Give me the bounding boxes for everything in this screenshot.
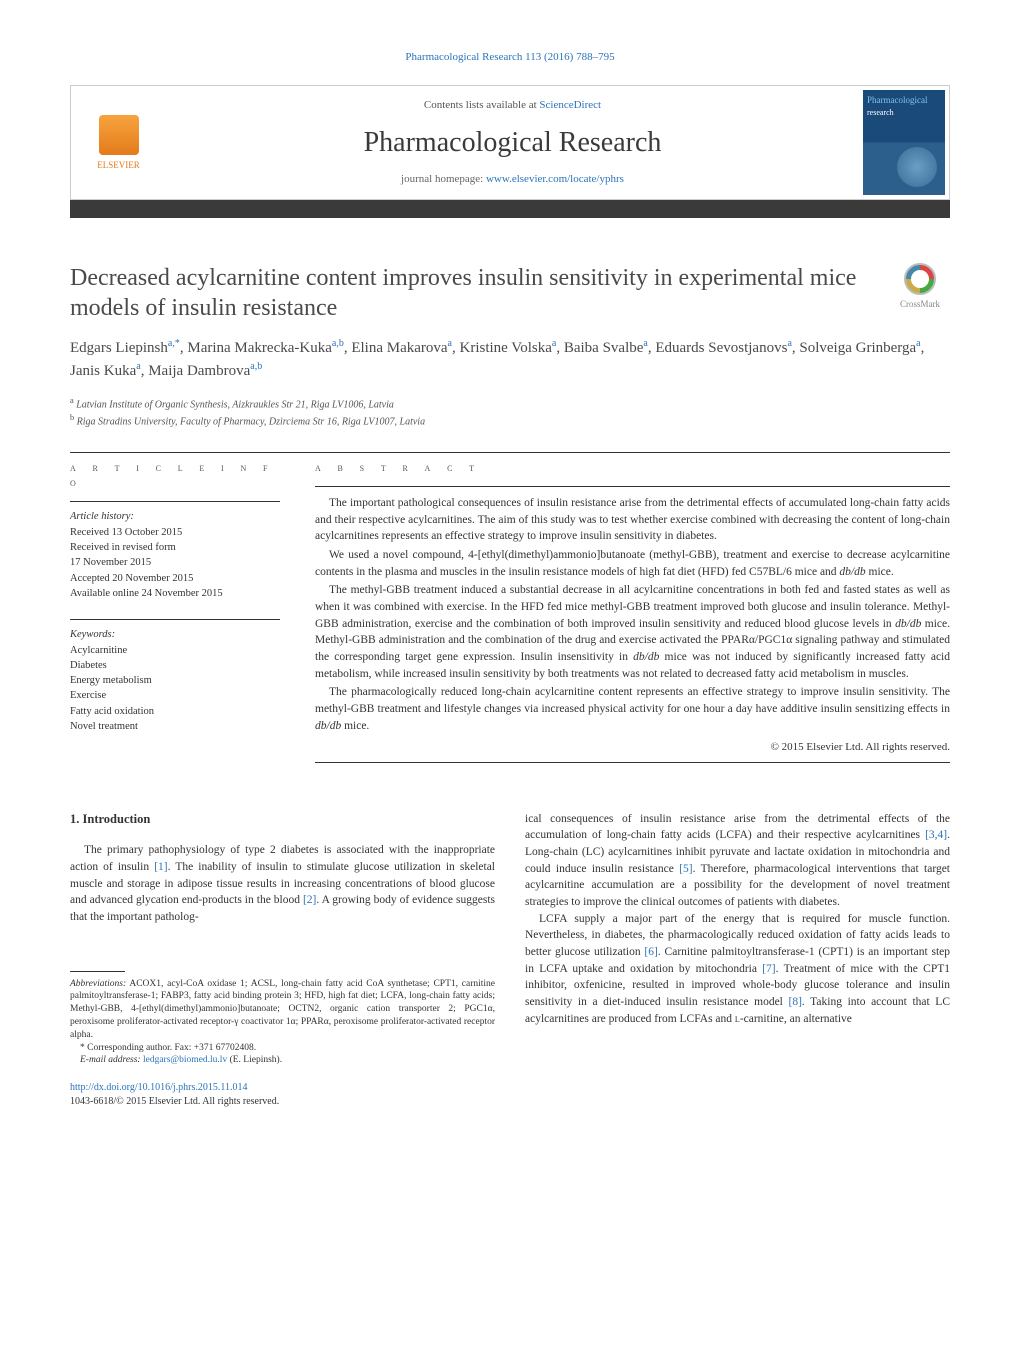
keyword-item: Energy metabolism	[70, 673, 280, 688]
keyword-item: Acylcarnitine	[70, 643, 280, 658]
cover-label-2: research	[867, 107, 941, 118]
masthead-center: Contents lists available at ScienceDirec…	[166, 90, 859, 196]
abs-sub-rule	[315, 486, 950, 487]
reference-link[interactable]: [6]	[644, 946, 657, 958]
email-address-link[interactable]: ledgars@biomed.lu.lv	[143, 1055, 227, 1065]
crossmark-label: CrossMark	[900, 298, 940, 311]
publisher-name: ELSEVIER	[97, 159, 140, 172]
intro-para-right-2: LCFA supply a major part of the energy t…	[525, 911, 950, 1028]
keyword-item: Fatty acid oxidation	[70, 704, 280, 719]
homepage-line: journal homepage: www.elsevier.com/locat…	[176, 172, 849, 187]
contents-line: Contents lists available at ScienceDirec…	[176, 98, 849, 113]
cover-graphic-icon	[897, 147, 937, 187]
homepage-prefix: journal homepage:	[401, 173, 486, 185]
body-right-column: ical consequences of insulin resistance …	[525, 811, 950, 1110]
article-history-line: 17 November 2015	[70, 555, 280, 570]
footer-block: http://dx.doi.org/10.1016/j.phrs.2015.11…	[70, 1081, 495, 1109]
abstract-paragraph: The important pathological consequences …	[315, 495, 950, 545]
journal-cover-thumb[interactable]: Pharmacological research	[863, 90, 945, 195]
body-left-column: 1. Introduction The primary pathophysiol…	[70, 811, 495, 1110]
intro-para-right-1: ical consequences of insulin resistance …	[525, 811, 950, 911]
keyword-item: Diabetes	[70, 658, 280, 673]
running-header: Pharmacological Research 113 (2016) 788–…	[70, 50, 950, 65]
corresponding-marker: *	[80, 1043, 85, 1053]
abbreviations-label: Abbreviations:	[70, 979, 126, 989]
reference-link[interactable]: [8]	[788, 996, 801, 1008]
author-list: Edgars Liepinsha,*, Marina Makrecka-Kuka…	[70, 337, 950, 383]
email-footnote: E-mail address: ledgars@biomed.lu.lv (E.…	[70, 1054, 495, 1067]
reference-link[interactable]: [7]	[762, 963, 775, 975]
reference-link[interactable]: [3,4]	[925, 829, 947, 841]
info-abstract-row: a r t i c l e i n f o Article history: R…	[70, 461, 950, 771]
article-title: Decreased acylcarnitine content improves…	[70, 263, 870, 323]
abstract-column: a b s t r a c t The important pathologic…	[315, 461, 950, 771]
abs-bottom-rule	[315, 762, 950, 763]
elsevier-tree-icon	[99, 115, 139, 155]
article-info-heading: a r t i c l e i n f o	[70, 461, 280, 492]
rule-above-info	[70, 452, 950, 453]
crossmark-icon	[904, 263, 936, 295]
affiliation-line: b Riga Stradins University, Faculty of P…	[70, 412, 950, 429]
article-history-line: Accepted 20 November 2015	[70, 571, 280, 586]
article-info-column: a r t i c l e i n f o Article history: R…	[70, 461, 280, 771]
abstract-paragraph: The pharmacologically reduced long-chain…	[315, 684, 950, 734]
affiliations: a Latvian Institute of Organic Synthesis…	[70, 395, 950, 430]
body-columns: 1. Introduction The primary pathophysiol…	[70, 811, 950, 1110]
corresponding-footnote: * Corresponding author. Fax: +371 677024…	[70, 1042, 495, 1055]
page-root: Pharmacological Research 113 (2016) 788–…	[0, 0, 1020, 1159]
article-history-line: Available online 24 November 2015	[70, 586, 280, 601]
reference-link[interactable]: [1]	[154, 861, 167, 873]
doi-link[interactable]: http://dx.doi.org/10.1016/j.phrs.2015.11…	[70, 1082, 248, 1093]
reference-link[interactable]: [2]	[303, 894, 316, 906]
masthead-bottom-bar	[70, 200, 950, 218]
keyword-item: Exercise	[70, 688, 280, 703]
journal-homepage-link[interactable]: www.elsevier.com/locate/yphrs	[486, 173, 624, 185]
intro-para-left: The primary pathophysiology of type 2 di…	[70, 842, 495, 925]
info-sub-rule	[70, 501, 280, 502]
kw-sub-rule	[70, 619, 280, 620]
email-person: (E. Liepinsh).	[227, 1055, 282, 1065]
abbreviations-text: ACOX1, acyl-CoA oxidase 1; ACSL, long-ch…	[70, 979, 495, 1040]
masthead: ELSEVIER Contents lists available at Sci…	[70, 85, 950, 200]
journal-name: Pharmacological Research	[176, 123, 849, 162]
abstract-heading: a b s t r a c t	[315, 461, 950, 476]
footnote-rule	[70, 971, 125, 972]
article-history-line: Received 13 October 2015	[70, 525, 280, 540]
keywords-label: Keywords:	[70, 628, 280, 643]
running-header-journal-link[interactable]: Pharmacological Research	[405, 51, 522, 63]
cover-label-1: Pharmacological	[867, 94, 941, 107]
sciencedirect-link[interactable]: ScienceDirect	[539, 99, 601, 111]
email-label: E-mail address:	[80, 1055, 141, 1065]
abstract-copyright: © 2015 Elsevier Ltd. All rights reserved…	[315, 740, 950, 755]
keyword-item: Novel treatment	[70, 719, 280, 734]
affiliation-line: a Latvian Institute of Organic Synthesis…	[70, 395, 950, 412]
section-1-heading: 1. Introduction	[70, 811, 495, 829]
article-history-label: Article history:	[70, 510, 280, 525]
abbreviations-footnote: Abbreviations: ACOX1, acyl-CoA oxidase 1…	[70, 978, 495, 1042]
abstract-paragraph: We used a novel compound, 4-[ethyl(dimet…	[315, 547, 950, 580]
running-header-citation: 113 (2016) 788–795	[525, 51, 614, 63]
publisher-logo[interactable]: ELSEVIER	[71, 86, 166, 199]
crossmark-badge[interactable]: CrossMark	[890, 263, 950, 311]
corresponding-text: Corresponding author. Fax: +371 67702408…	[87, 1043, 256, 1053]
abstract-paragraph: The methyl-GBB treatment induced a subst…	[315, 582, 950, 682]
footer-copyright: 1043-6618/© 2015 Elsevier Ltd. All right…	[70, 1096, 279, 1107]
contents-prefix: Contents lists available at	[424, 99, 539, 111]
reference-link[interactable]: [5]	[679, 863, 692, 875]
article-history-line: Received in revised form	[70, 540, 280, 555]
